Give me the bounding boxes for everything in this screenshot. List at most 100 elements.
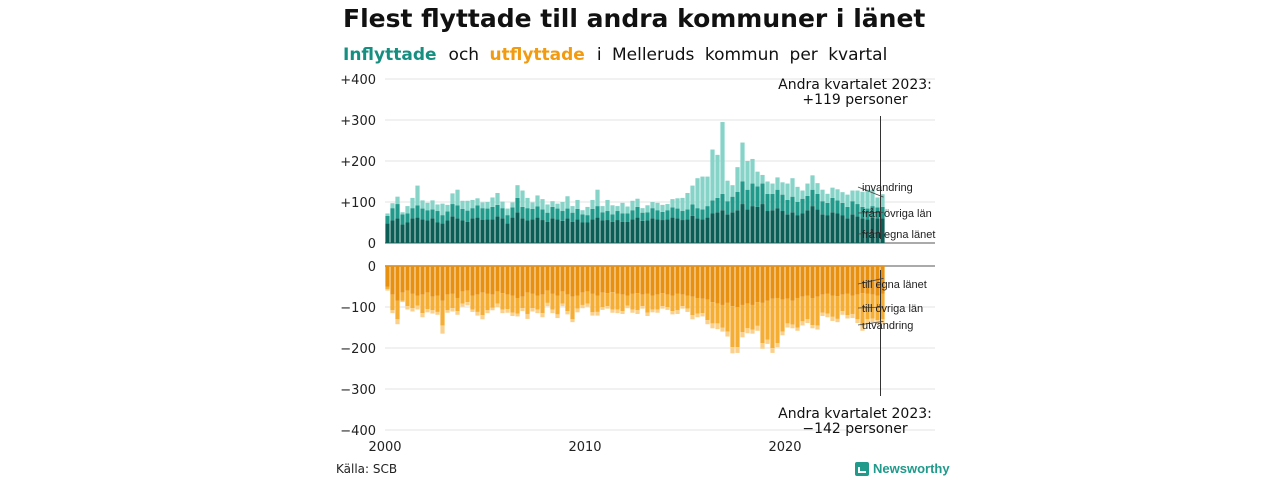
- outflow-bar: [810, 266, 815, 298]
- outflow-series-label: utvandring: [862, 320, 913, 332]
- outflow-bar: [875, 266, 880, 296]
- outflow-bar: [570, 319, 575, 323]
- inflow-bar: [450, 216, 455, 243]
- inflow-bar: [445, 204, 450, 212]
- outflow-bar: [585, 303, 590, 307]
- outflow-bar: [645, 293, 650, 313]
- outflow-bar: [770, 348, 775, 353]
- outflow-bar: [405, 266, 410, 291]
- outflow-bar: [715, 303, 720, 324]
- inflow-bar: [500, 208, 505, 219]
- outflow-bar: [845, 315, 850, 319]
- inflow-bar: [825, 215, 830, 243]
- inflow-bar: [520, 190, 525, 207]
- outflow-bar: [420, 294, 425, 314]
- outflow-bar: [735, 266, 740, 307]
- outflow-bar: [410, 293, 415, 309]
- outflow-bar: [590, 293, 595, 313]
- inflow-bar: [635, 206, 640, 218]
- outflow-bar: [835, 296, 840, 319]
- outflow-series-label: till egna länet: [862, 279, 927, 291]
- outflow-bar: [580, 266, 585, 293]
- outflow-bar: [705, 266, 710, 300]
- outflow-bar: [755, 302, 760, 326]
- inflow-bar: [495, 216, 500, 243]
- inflow-bar: [685, 209, 690, 220]
- outflow-bar: [500, 293, 505, 310]
- inflow-bar: [675, 218, 680, 243]
- subtitle-outflow: utflyttade: [489, 45, 585, 65]
- x-tick-label: 2000: [368, 440, 401, 455]
- inflow-bar: [530, 208, 535, 220]
- inflow-bar: [880, 194, 885, 207]
- outflow-bar: [465, 302, 470, 306]
- inflow-bar: [645, 205, 650, 213]
- inflow-bar: [595, 217, 600, 243]
- inflow-bar: [705, 206, 710, 218]
- inflow-bar: [640, 220, 645, 243]
- inflow-bar: [605, 211, 610, 221]
- outflow-bar: [520, 296, 525, 309]
- outflow-bar: [440, 325, 445, 334]
- inflow-bar: [700, 176, 705, 210]
- inflow-bar: [555, 208, 560, 220]
- inflow-bar: [685, 219, 690, 243]
- inflow-bar: [475, 217, 480, 243]
- inflow-bar: [650, 208, 655, 219]
- inflow-bar: [715, 197, 720, 213]
- outflow-bar: [610, 309, 615, 313]
- outflow-bar: [445, 294, 450, 311]
- inflow-bar: [680, 220, 685, 243]
- inflow-bar: [540, 220, 545, 243]
- inflow-bar: [810, 189, 815, 207]
- inflow-bar: [390, 208, 395, 221]
- subtitle-inflow: Inflyttade: [343, 45, 437, 65]
- inflow-bar: [400, 212, 405, 215]
- inflow-bar: [400, 224, 405, 243]
- outflow-bar: [445, 266, 450, 295]
- inflow-bar: [780, 211, 785, 243]
- outflow-bar: [760, 302, 765, 344]
- outflow-bar: [735, 307, 740, 348]
- inflow-bar: [465, 210, 470, 222]
- inflow-bar: [615, 220, 620, 243]
- inflow-bar: [680, 211, 685, 221]
- inflow-bar: [600, 212, 605, 221]
- outflow-bar: [770, 298, 775, 348]
- outflow-bar: [510, 295, 515, 313]
- inflow-bar: [480, 202, 485, 209]
- inflow-bar: [485, 208, 490, 220]
- outflow-bar: [720, 327, 725, 332]
- outflow-bar: [465, 290, 470, 303]
- outflow-bar: [865, 293, 870, 320]
- inflow-bar: [770, 193, 775, 211]
- inflow-bar: [625, 206, 630, 214]
- inflow-bar: [585, 206, 590, 216]
- inflow-bar: [440, 203, 445, 216]
- outflow-bar: [825, 293, 830, 314]
- inflow-bar: [695, 218, 700, 243]
- outflow-bar: [585, 291, 590, 304]
- outflow-bar: [775, 266, 780, 298]
- inflow-bar: [730, 212, 735, 243]
- outflow-bar: [695, 266, 700, 298]
- inflow-bar: [390, 220, 395, 243]
- inflow-bar: [750, 206, 755, 243]
- inflow-bar: [710, 200, 715, 214]
- outflow-bar: [860, 325, 865, 331]
- inflow-bar: [435, 222, 440, 243]
- inflow-bar: [855, 216, 860, 243]
- outflow-bar: [435, 266, 440, 296]
- outflow-bar: [840, 311, 845, 315]
- outflow-bar: [525, 292, 530, 314]
- outflow-bar: [640, 266, 645, 295]
- outflow-bar: [435, 311, 440, 315]
- outflow-bar: [785, 298, 790, 324]
- outflow-bar: [550, 293, 555, 310]
- series-label-pointer: [857, 277, 884, 285]
- inflow-bar: [655, 202, 660, 211]
- outflow-bar: [610, 292, 615, 310]
- outflow-bar: [705, 299, 710, 321]
- inflow-bar: [700, 209, 705, 220]
- outflow-bar: [410, 308, 415, 312]
